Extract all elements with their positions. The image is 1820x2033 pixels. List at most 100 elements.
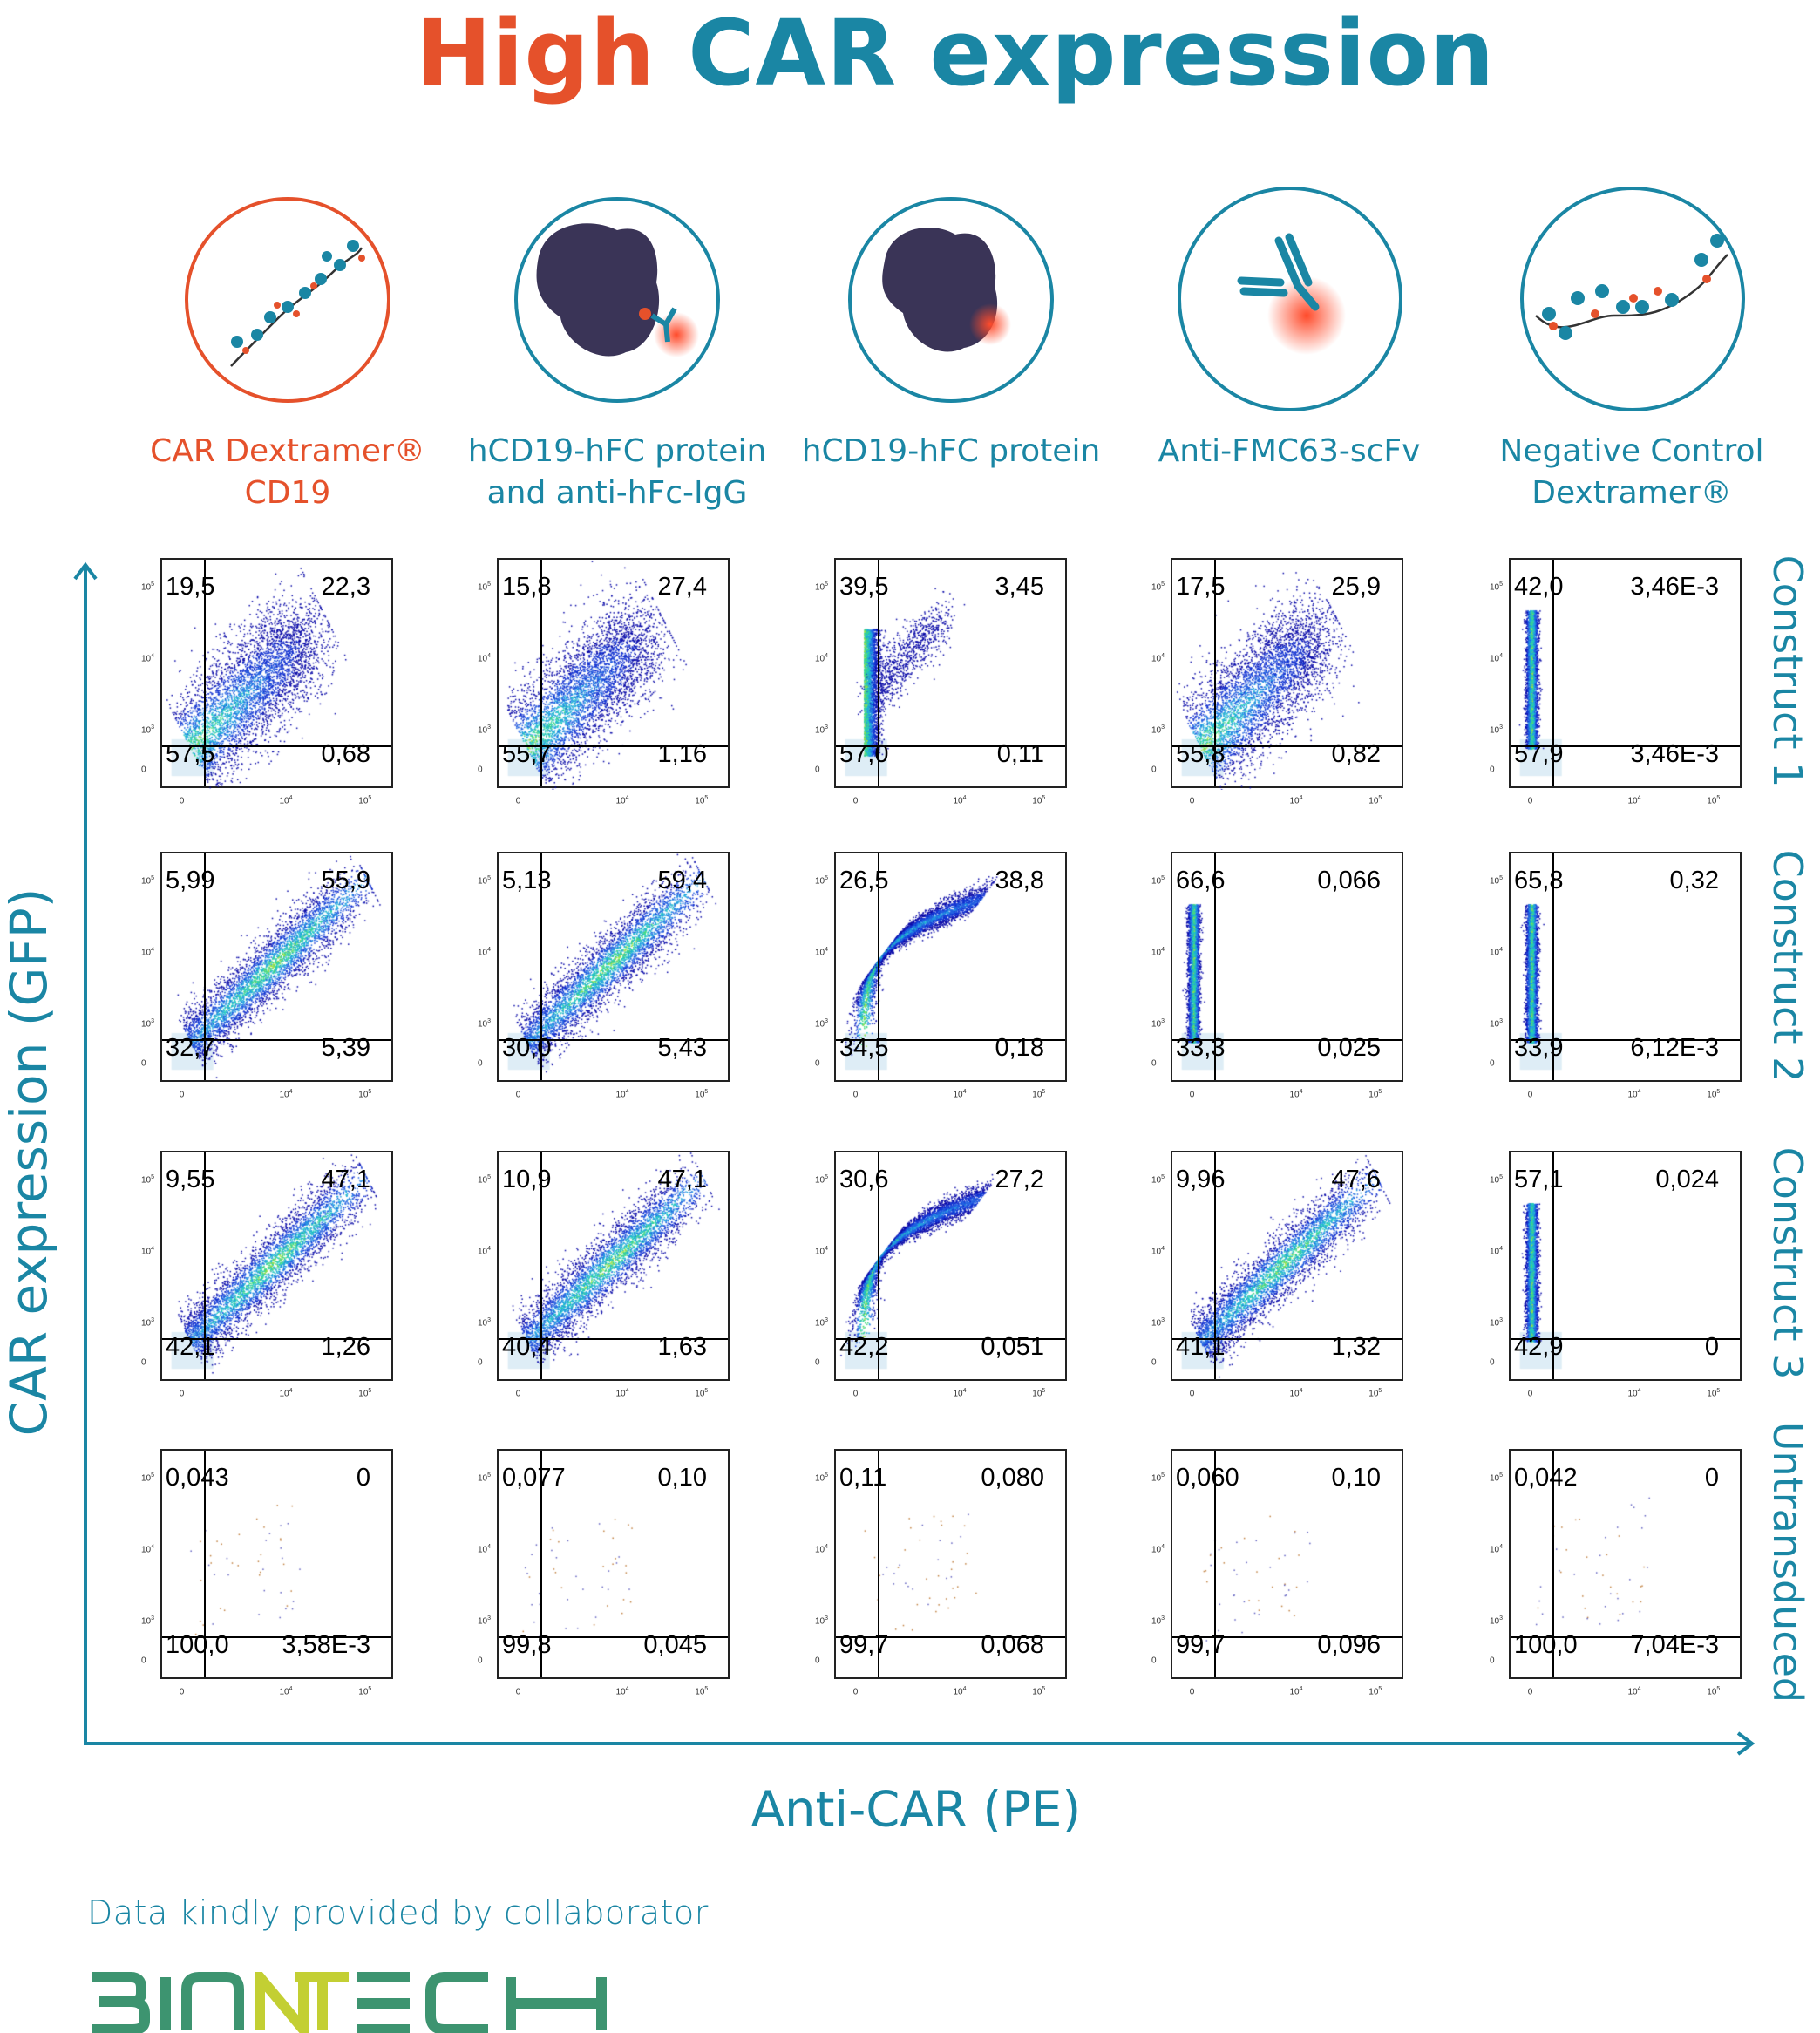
quadrant-lower-right: 5,39 xyxy=(321,1034,370,1062)
tick-base: 10 xyxy=(815,1473,825,1484)
quadrant-upper-left: 9,55 xyxy=(166,1166,215,1193)
tick-exp: 5 xyxy=(1042,1686,1046,1692)
tick-base: 0 xyxy=(141,765,146,775)
x-tick-label: 105 xyxy=(1368,1388,1382,1398)
tick-base: 10 xyxy=(1151,654,1162,664)
quadrant-lower-right: 0,051 xyxy=(981,1333,1044,1361)
y-tick-label: 104 xyxy=(141,653,154,663)
tick-base: 0 xyxy=(1189,1687,1195,1697)
tick-base: 0 xyxy=(478,1058,483,1069)
y-tick-label: 105 xyxy=(141,1174,154,1185)
column-label: Negative Control Dextramer® xyxy=(1466,431,1797,514)
tick-exp: 3 xyxy=(151,1615,155,1622)
y-tick-label: 103 xyxy=(1151,1615,1165,1626)
tick-exp: 3 xyxy=(151,724,155,731)
tick-base: 10 xyxy=(141,1473,152,1484)
y-tick-label: 105 xyxy=(478,1472,491,1483)
x-tick-label: 105 xyxy=(1368,795,1382,806)
quadrant-lower-left: 99,8 xyxy=(502,1631,552,1659)
tick-base: 10 xyxy=(1151,1616,1162,1627)
x-tick-label: 104 xyxy=(280,795,293,806)
gate-vertical-line xyxy=(204,1451,206,1677)
tick-exp: 4 xyxy=(825,1544,829,1551)
tick-base: 10 xyxy=(1368,1687,1379,1697)
y-tick-label: 105 xyxy=(815,875,828,886)
quadrant-upper-left: 66,6 xyxy=(1176,867,1226,894)
tick-base: 10 xyxy=(478,654,488,664)
tick-exp: 3 xyxy=(1499,724,1504,731)
tick-base: 10 xyxy=(953,1687,963,1697)
tick-base: 10 xyxy=(695,1389,705,1399)
tick-exp: 3 xyxy=(1499,1615,1504,1622)
tick-exp: 4 xyxy=(289,1388,293,1394)
quadrant-lower-left: 33,3 xyxy=(1176,1034,1226,1062)
tick-exp: 4 xyxy=(289,795,293,801)
column-label-line2: and anti-hFc-IgG xyxy=(486,475,748,511)
tick-base: 10 xyxy=(1151,948,1162,958)
y-tick-label: 104 xyxy=(815,1246,828,1256)
gate-horizontal-line xyxy=(162,1636,391,1638)
tick-base: 10 xyxy=(1490,1019,1500,1030)
tick-base: 0 xyxy=(1490,1058,1495,1069)
tick-exp: 5 xyxy=(1378,795,1382,801)
gate-vertical-line xyxy=(1552,1152,1554,1379)
y-tick-label: 0 xyxy=(1151,1655,1157,1665)
tick-base: 10 xyxy=(141,1616,152,1627)
tick-exp: 4 xyxy=(289,1089,293,1095)
tick-base: 10 xyxy=(1151,1318,1162,1329)
y-tick-label: 104 xyxy=(1490,947,1503,957)
y-tick-label: 104 xyxy=(141,947,154,957)
y-tick-label: 105 xyxy=(815,581,828,592)
tick-exp: 4 xyxy=(1161,653,1165,660)
tick-base: 10 xyxy=(1707,1389,1717,1399)
tick-exp: 5 xyxy=(704,795,709,801)
y-arrowhead xyxy=(73,561,98,581)
y-tick-label: 103 xyxy=(815,724,828,735)
tick-base: 10 xyxy=(1289,1389,1300,1399)
tick-exp: 3 xyxy=(825,724,829,731)
tick-exp: 4 xyxy=(625,795,629,801)
gate-vertical-line xyxy=(1552,853,1554,1080)
quadrant-upper-left: 0,060 xyxy=(1176,1464,1239,1492)
tick-base: 0 xyxy=(1151,1357,1157,1368)
tick-base: 10 xyxy=(478,1175,488,1186)
tick-exp: 4 xyxy=(1299,795,1303,801)
gate-vertical-line xyxy=(878,560,879,786)
y-tick-label: 0 xyxy=(478,764,483,774)
y-tick-label: 104 xyxy=(478,947,491,957)
quadrant-upper-left: 30,6 xyxy=(839,1166,889,1193)
y-tick-label: 103 xyxy=(1151,1317,1165,1328)
flow-plot-panel: 0,077 0,10 99,8 0,045 xyxy=(497,1449,731,1681)
tick-base: 10 xyxy=(1490,876,1500,887)
quadrant-lower-left: 41,1 xyxy=(1176,1333,1226,1361)
y-tick-label: 105 xyxy=(1490,1174,1503,1185)
tick-exp: 4 xyxy=(625,1686,629,1692)
row-label: Construct 3 xyxy=(1764,1146,1811,1380)
x-tick-label: 0 xyxy=(516,1686,521,1696)
tick-exp: 4 xyxy=(1161,947,1165,954)
tick-exp: 4 xyxy=(825,653,829,660)
scatter-points xyxy=(836,853,1069,1084)
tick-base: 10 xyxy=(1368,796,1379,806)
x-tick-label: 104 xyxy=(954,1089,967,1099)
quadrant-lower-right: 0,18 xyxy=(995,1034,1044,1062)
quadrant-upper-right: 47,1 xyxy=(321,1166,370,1193)
quadrant-upper-right: 22,3 xyxy=(321,573,370,601)
y-tick-label: 104 xyxy=(815,1544,828,1554)
tick-base: 0 xyxy=(815,1357,820,1368)
quadrant-upper-right: 47,1 xyxy=(657,1166,707,1193)
y-tick-label: 105 xyxy=(1490,581,1503,592)
tick-base: 10 xyxy=(478,1473,488,1484)
y-tick-label: 104 xyxy=(1490,1246,1503,1256)
tick-exp: 4 xyxy=(1499,1544,1504,1551)
gate-horizontal-line xyxy=(1172,1039,1402,1041)
quadrant-lower-left: 42,9 xyxy=(1514,1333,1564,1361)
tick-exp: 5 xyxy=(1042,1089,1046,1095)
tick-base: 0 xyxy=(1189,796,1195,806)
tick-exp: 4 xyxy=(625,1089,629,1095)
quadrant-lower-left: 42,2 xyxy=(839,1333,889,1361)
x-arrowhead xyxy=(1736,1731,1755,1756)
tick-exp: 5 xyxy=(1378,1089,1382,1095)
y-tick-label: 105 xyxy=(1490,1472,1503,1483)
tick-exp: 3 xyxy=(1161,1018,1165,1024)
